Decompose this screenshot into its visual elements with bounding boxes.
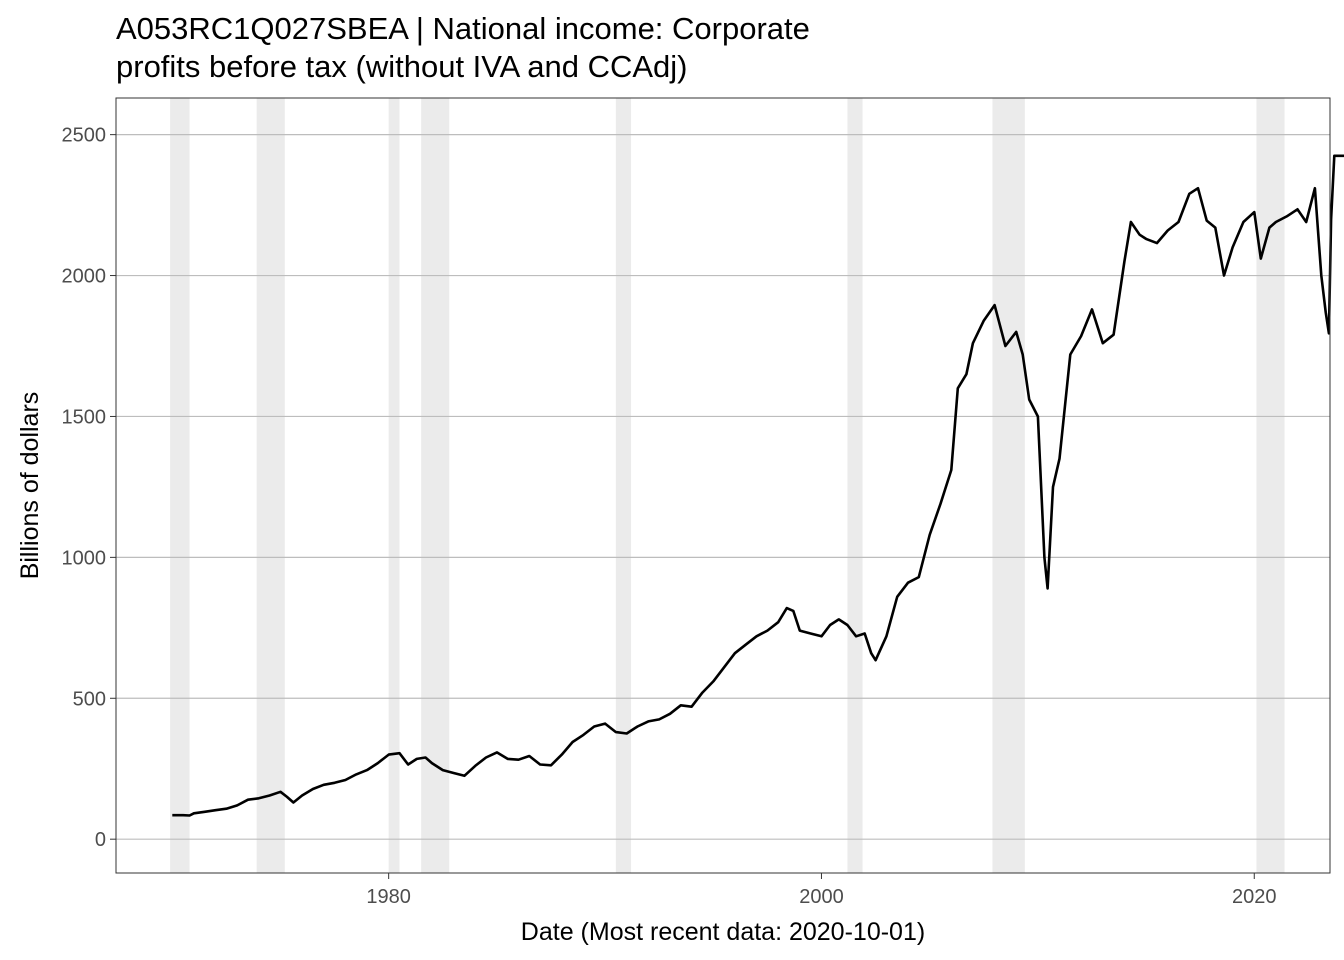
gridlines bbox=[116, 134, 1330, 840]
recession-band bbox=[256, 98, 285, 873]
y-tick-label: 2000 bbox=[62, 266, 107, 288]
recession-band bbox=[388, 98, 400, 873]
chart-title: A053RC1Q027SBEA | National income: Corpo… bbox=[116, 10, 810, 86]
y-tick-label: 0 bbox=[95, 829, 106, 851]
recession-band bbox=[1256, 98, 1285, 873]
y-tick-label: 1500 bbox=[62, 406, 107, 428]
chart-title-line1: A053RC1Q027SBEA | National income: Corpo… bbox=[116, 11, 810, 46]
recession-band bbox=[992, 98, 1025, 873]
recession-band bbox=[847, 98, 863, 873]
series-line bbox=[172, 154, 1344, 817]
y-tick-label: 2500 bbox=[62, 125, 107, 147]
x-axis-title: Date (Most recent data: 2020-10-01) bbox=[521, 918, 925, 946]
y-axis-title: Billions of dollars bbox=[16, 392, 44, 580]
x-tick-label: 1980 bbox=[366, 886, 411, 908]
chart-title-line2: profits before tax (without IVA and CCAd… bbox=[116, 49, 688, 84]
recession-bands bbox=[170, 98, 1285, 873]
recession-band bbox=[170, 98, 190, 873]
axis-ticks: 0 500 1000 1500 2000 2500 1980 2000 2020 bbox=[62, 125, 1277, 908]
series-line-layer bbox=[172, 154, 1344, 817]
y-tick-label: 1000 bbox=[62, 547, 107, 569]
x-tick-label: 2000 bbox=[799, 886, 844, 908]
recession-band bbox=[615, 98, 632, 873]
x-tick-label: 2020 bbox=[1232, 886, 1277, 908]
y-tick-label: 500 bbox=[73, 688, 106, 710]
recession-band bbox=[421, 98, 450, 873]
plot-panel-border bbox=[115, 97, 1331, 874]
